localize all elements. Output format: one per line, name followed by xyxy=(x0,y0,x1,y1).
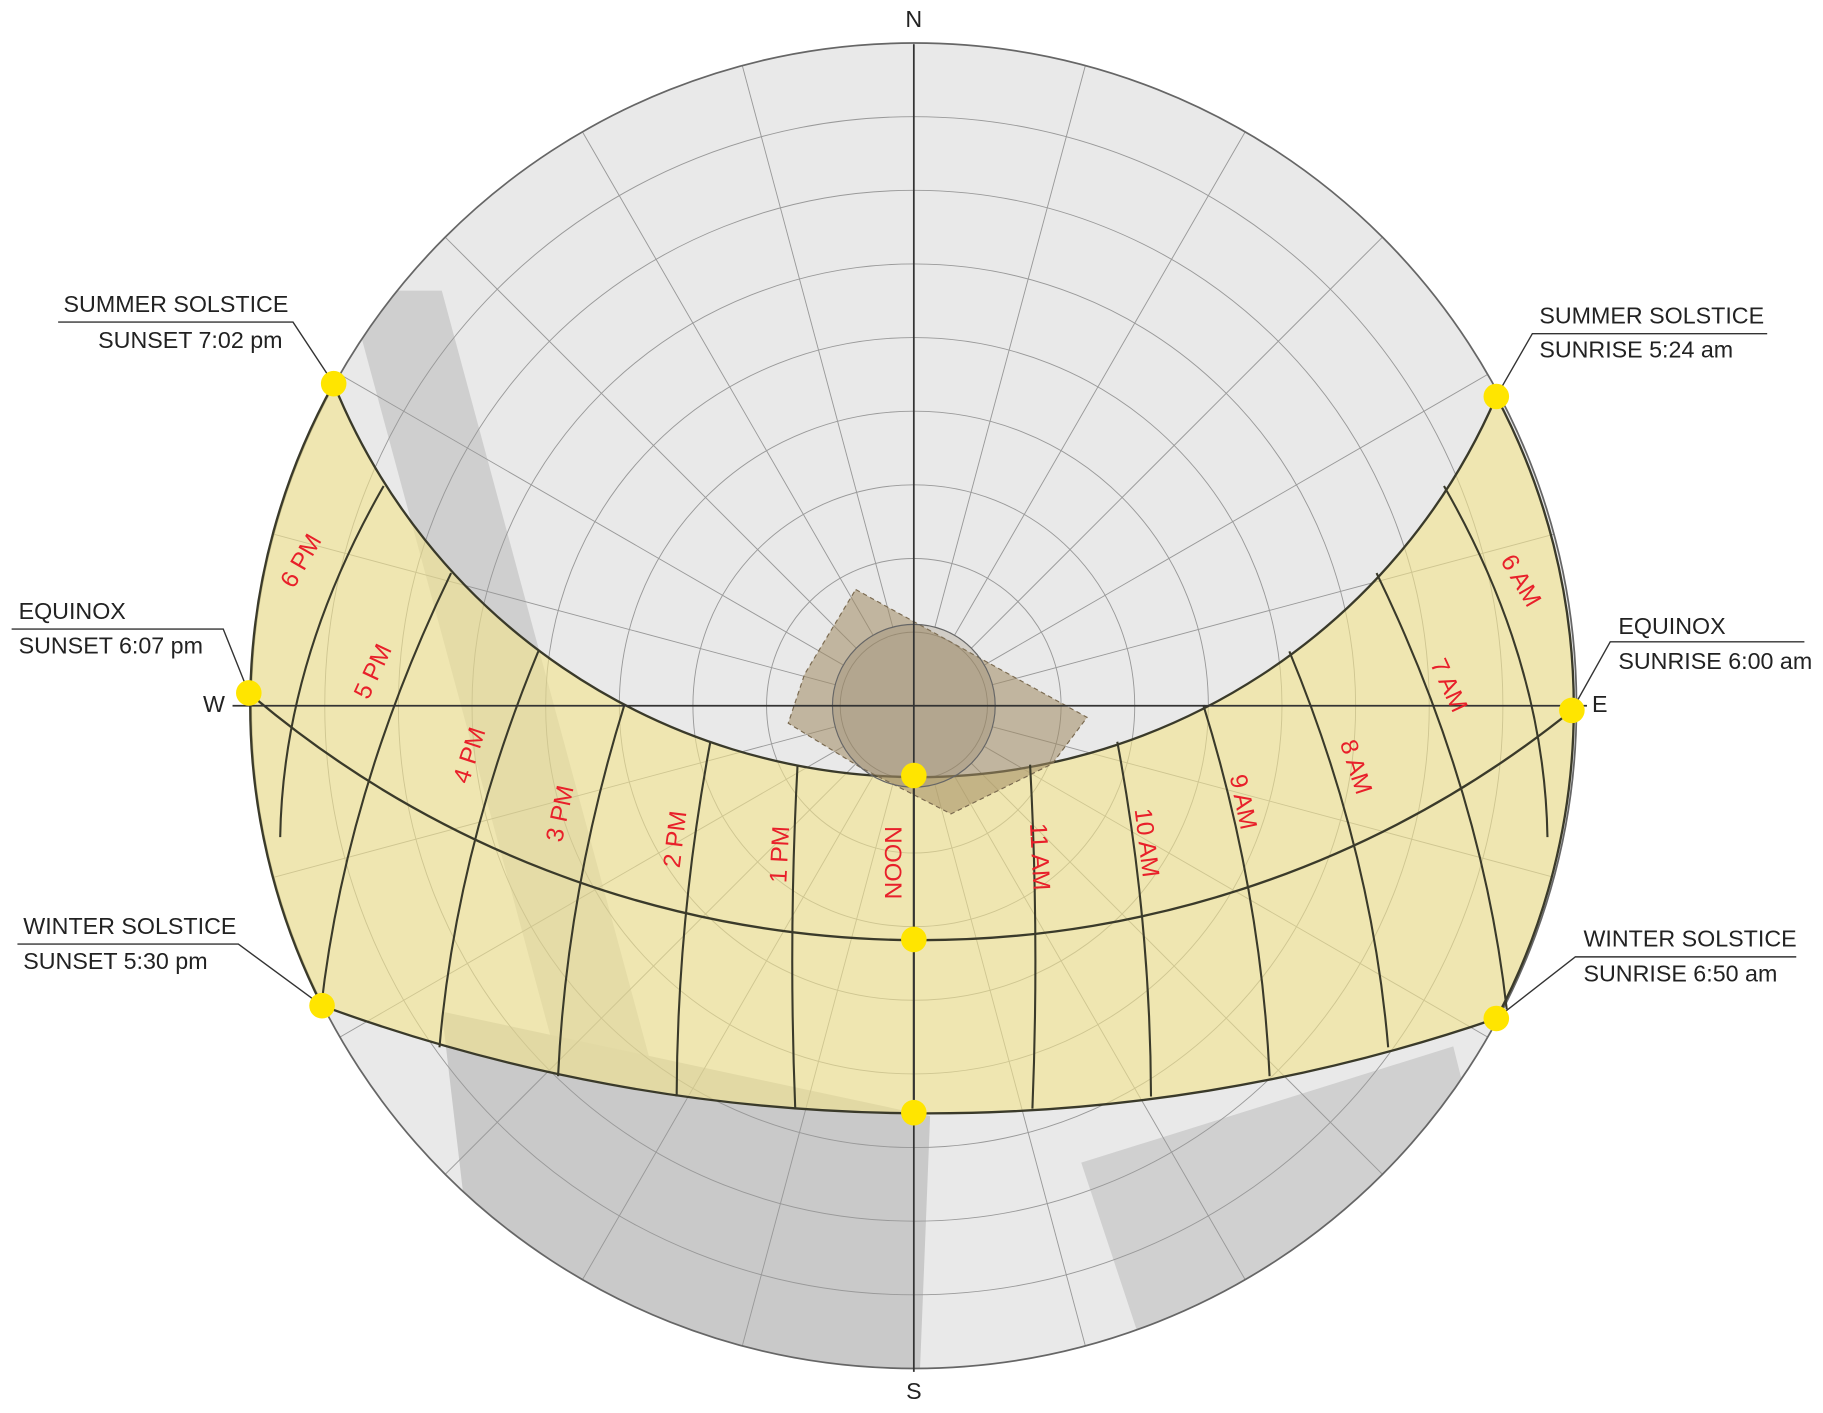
hour-line xyxy=(438,650,540,1048)
hour-label: 1 PM xyxy=(765,825,795,883)
annotation-title: WINTER SOLSTICE xyxy=(23,913,236,939)
leader-line xyxy=(1571,641,1805,711)
hour-line xyxy=(1375,572,1508,1010)
sun-point xyxy=(309,992,335,1019)
compass-north: N xyxy=(905,6,922,32)
hour-line xyxy=(319,572,453,1010)
hour-line xyxy=(1116,741,1153,1097)
leader-lines xyxy=(11,321,1805,1020)
azimuth-line xyxy=(971,236,1383,649)
hour-lines xyxy=(279,485,1549,1113)
sun-point xyxy=(901,762,927,789)
leader-line xyxy=(1495,333,1768,397)
annotation-title: SUMMER SOLSTICE xyxy=(64,291,289,317)
annotation-detail: SUNRISE 6:50 am xyxy=(1583,961,1777,987)
leader-line xyxy=(11,628,250,694)
sun-point xyxy=(1483,1005,1510,1032)
annotation-title: WINTER SOLSTICE xyxy=(1583,926,1796,952)
annotation-detail: SUNRISE 6:00 am xyxy=(1618,648,1812,674)
compass-east: E xyxy=(1592,691,1608,717)
sun-point xyxy=(901,1099,927,1126)
leader-line xyxy=(17,943,323,1007)
leader-line xyxy=(1495,956,1797,1020)
annotation-title: EQUINOX xyxy=(1618,613,1726,639)
azimuth-line xyxy=(444,236,857,649)
compass-west: W xyxy=(203,691,225,717)
azimuth-line xyxy=(582,131,874,636)
leader-line xyxy=(58,321,335,385)
hour-line xyxy=(557,704,626,1077)
hour-label: NOON xyxy=(881,826,908,899)
sun-points xyxy=(236,370,1585,1126)
sun-point xyxy=(320,370,347,397)
sun-point xyxy=(236,680,262,706)
azimuth-line xyxy=(954,131,1246,636)
compass-south: S xyxy=(906,1378,922,1404)
hour-line xyxy=(675,741,712,1097)
annotation-detail: SUNSET 7:02 pm xyxy=(98,327,282,353)
annotation-detail: SUNRISE 5:24 am xyxy=(1539,336,1733,362)
annotation-detail: SUNSET 6:07 pm xyxy=(19,633,203,659)
azimuth-line xyxy=(339,373,844,666)
hour-line xyxy=(1443,485,1549,838)
sun-point xyxy=(1559,697,1585,724)
building xyxy=(787,588,1088,815)
hour-line xyxy=(279,485,385,838)
annotation-title: EQUINOX xyxy=(19,598,127,624)
annotation-title: SUMMER SOLSTICE xyxy=(1539,303,1764,329)
azimuth-line xyxy=(984,373,1488,666)
azimuth-line xyxy=(741,65,894,628)
sun-point xyxy=(901,926,927,953)
hour-line xyxy=(1202,704,1271,1077)
sun-path-band xyxy=(249,381,1575,1115)
hour-line xyxy=(791,764,799,1109)
annotation-detail: SUNSET 5:30 pm xyxy=(23,948,207,974)
hour-line xyxy=(1029,764,1037,1109)
sun-point xyxy=(1483,383,1510,410)
hour-label: 11 AM xyxy=(1024,822,1054,891)
hour-line xyxy=(1288,650,1390,1048)
azimuth-line xyxy=(934,65,1086,628)
